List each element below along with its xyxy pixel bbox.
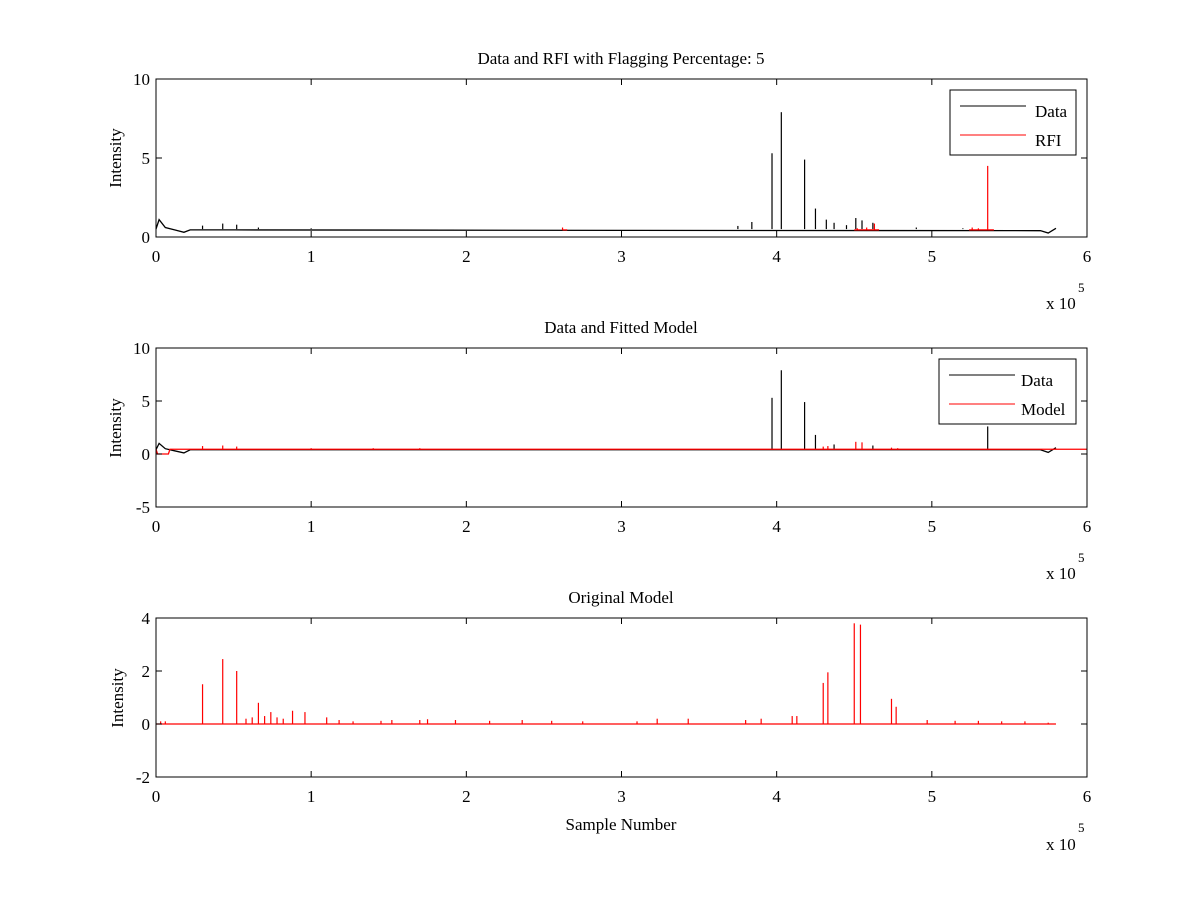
panel-2-x-exponent-power: 5 [1078,550,1085,565]
x-tick-label: 6 [1083,247,1092,266]
y-tick-label: 4 [142,609,151,628]
y-tick-label: -5 [136,498,150,517]
panel-1-x-exponent-power: 5 [1078,280,1085,295]
y-tick-label: 10 [133,70,150,89]
x-tick-label: 0 [152,517,161,536]
x-tick-label: 1 [307,787,316,806]
panel-2-legend-label-model: Model [1021,400,1066,419]
panel-1-legend-label-rfi: RFI [1035,131,1062,150]
y-tick-label: 2 [142,662,151,681]
x-tick-label: 5 [928,247,937,266]
panel-3-title: Original Model [568,588,674,607]
x-tick-label: 2 [462,247,471,266]
x-tick-label: 4 [772,247,781,266]
x-tick-label: 2 [462,787,471,806]
x-tick-label: 0 [152,787,161,806]
panel-3-ylabel: Intensity [108,668,127,728]
y-tick-label: 5 [142,392,151,411]
panel-2-model-line [155,448,1087,455]
panel-2-plot-area [155,370,1087,455]
x-tick-label: 5 [928,787,937,806]
y-tick-label: 0 [142,715,151,734]
panel-2-data-line [155,442,1057,454]
panel-3-plot-area [156,623,1056,725]
x-tick-label: 2 [462,517,471,536]
x-tick-label: 5 [928,517,937,536]
panel-1-plot-area [155,112,1057,234]
x-tick-label: 4 [772,517,781,536]
x-tick-label: 0 [152,247,161,266]
panel-2-legend: Data Model [938,358,1077,425]
panel-2-x-exponent: x 10 5 [1046,550,1085,583]
panel-1: Data and RFI with Flagging Percentage: 5… [106,49,1091,313]
x-tick-label: 1 [307,517,316,536]
x-tick-label: 4 [772,787,781,806]
panel-3: Original Model Intensity Sample Number 0… [108,588,1091,854]
y-tick-label: 10 [133,339,150,358]
panel-1-legend-label-data: Data [1035,102,1068,121]
panel-1-data-line [155,218,1057,234]
x-tick-label: 3 [617,247,626,266]
panel-1-axes: 0 1 2 3 4 5 6 0 5 10 [133,70,1091,266]
panel-1-x-exponent-base: x 10 [1046,294,1076,313]
panel-2-legend-box [938,358,1077,425]
panel-3-xlabel: Sample Number [566,815,677,834]
panel-2-legend-label-data: Data [1021,371,1054,390]
x-tick-label: 3 [617,787,626,806]
x-tick-label: 1 [307,247,316,266]
panel-1-legend-box [949,89,1077,156]
y-tick-label: 0 [142,228,151,247]
panel-1-legend: Data RFI [949,89,1077,156]
panel-2-ylabel: Intensity [106,398,125,458]
x-tick-label: 6 [1083,517,1092,536]
panel-3-x-exponent-base: x 10 [1046,835,1076,854]
panel-1-title: Data and RFI with Flagging Percentage: 5 [477,49,764,68]
panel-1-x-exponent: x 10 5 [1046,280,1085,313]
y-tick-label: -2 [136,768,150,787]
panel-2: Data and Fitted Model Intensity 0 1 2 3 4 5 6 -… [106,318,1091,583]
panel-3-x-exponent-power: 5 [1078,820,1085,835]
x-tick-label: 3 [617,517,626,536]
panel-2-x-exponent-base: x 10 [1046,564,1076,583]
y-tick-label: 5 [142,149,151,168]
panel-2-title: Data and Fitted Model [544,318,698,337]
x-tick-label: 6 [1083,787,1092,806]
panel-3-x-exponent: x 10 5 [1046,820,1085,854]
y-tick-label: 0 [142,445,151,464]
panel-1-ylabel: Intensity [106,128,125,188]
